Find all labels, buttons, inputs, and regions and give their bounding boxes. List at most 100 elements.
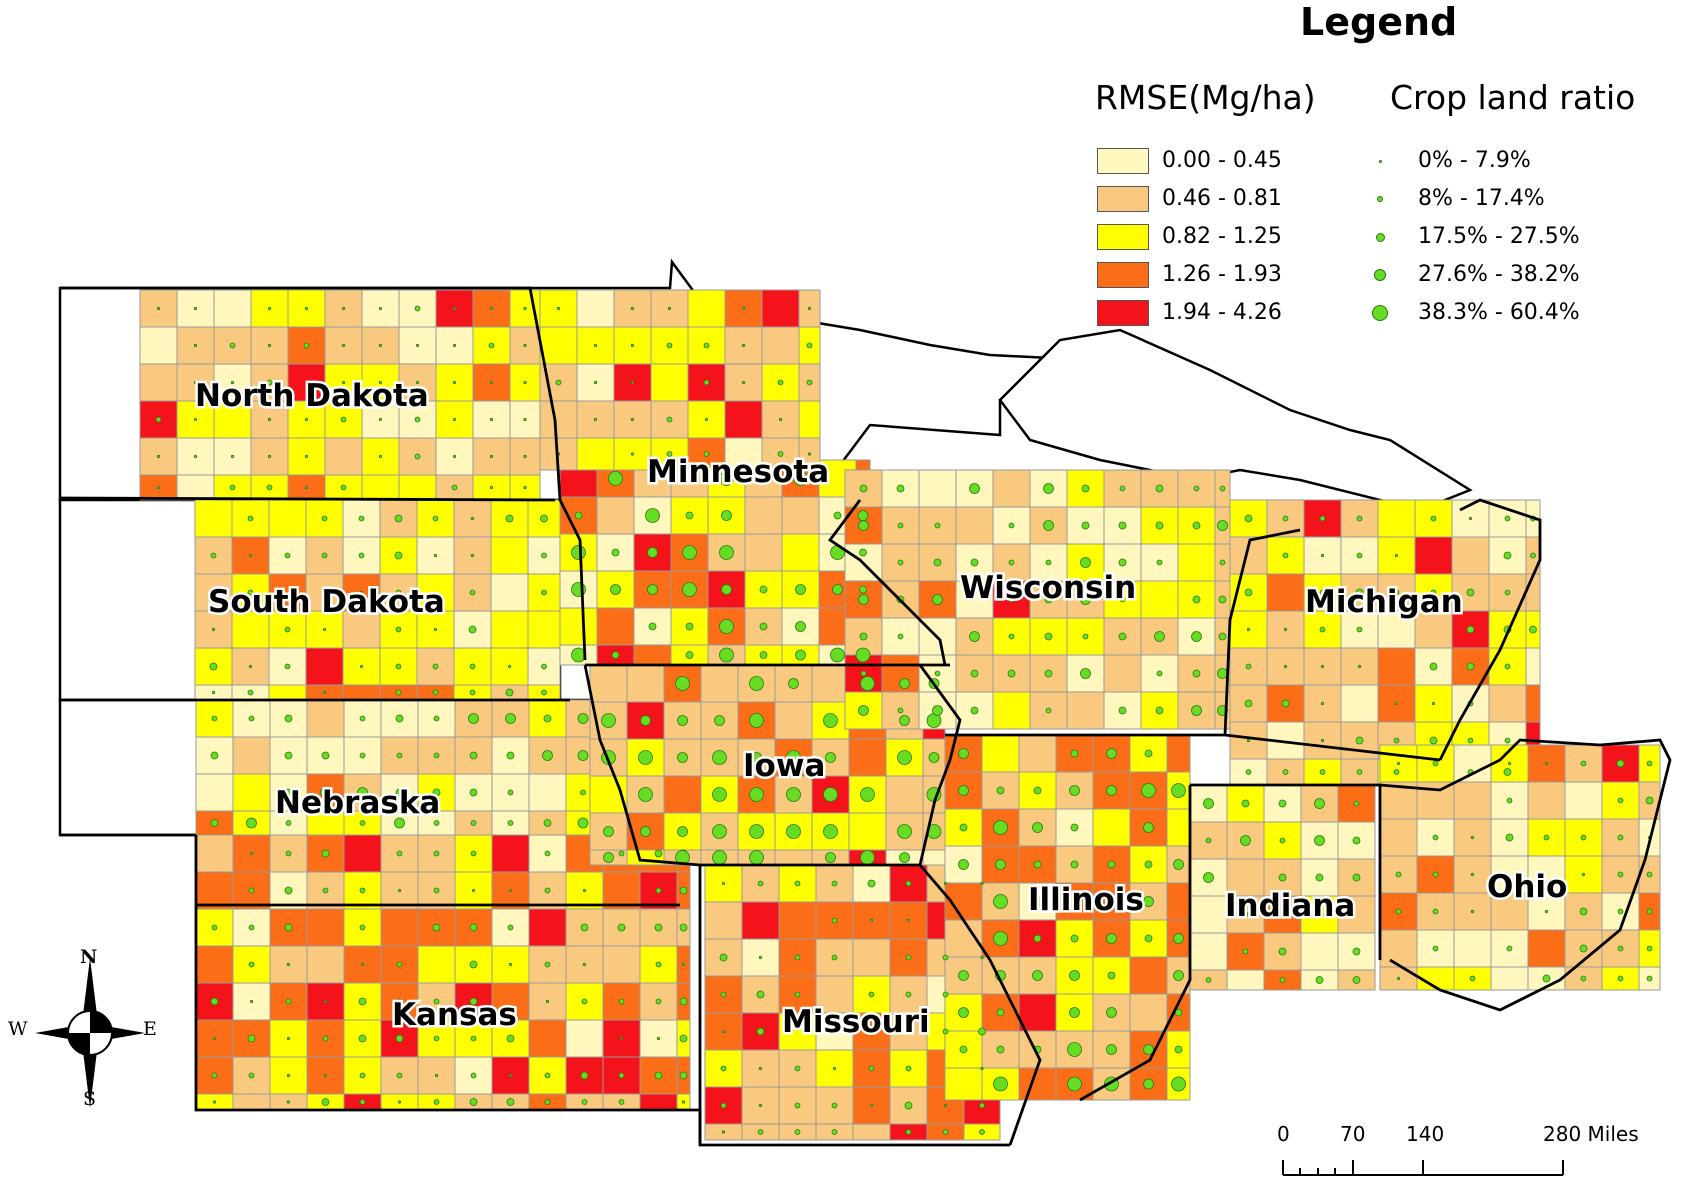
cropland-dot — [320, 787, 331, 798]
county-cell — [1490, 966, 1529, 991]
compass-east: E — [143, 1018, 157, 1040]
cropland-dot — [679, 886, 688, 895]
cropland-dot — [703, 379, 710, 386]
county-cell — [565, 1019, 604, 1058]
cropland-dot — [523, 454, 527, 459]
cropland-dot — [1432, 945, 1439, 952]
cropland-dot — [1504, 589, 1511, 596]
cropland-dot — [1240, 835, 1251, 846]
cropland-dot — [284, 923, 293, 932]
cropland-dot — [156, 306, 161, 311]
cropland-dot — [210, 589, 217, 596]
cropland-dot — [378, 343, 383, 348]
cropland-dot — [860, 850, 875, 865]
cropland-dot — [544, 961, 551, 968]
cropland-dot — [1320, 664, 1325, 669]
rmse-label-1: 0.46 - 0.81 — [1162, 186, 1282, 211]
cropland-dot — [859, 585, 867, 594]
county-cell — [380, 908, 419, 947]
cropland-dot — [712, 750, 727, 765]
cropland-dot — [211, 1072, 218, 1079]
cropland-dot — [359, 924, 366, 931]
county-cell — [1018, 993, 1057, 1032]
cropland-dot — [823, 787, 838, 802]
cropland-dot — [248, 887, 255, 894]
cropland-dot — [1107, 971, 1116, 980]
cropland-dot — [749, 787, 764, 802]
cropland-dot — [1119, 485, 1126, 492]
cropland-dot — [452, 454, 457, 459]
cropland-dot — [1155, 706, 1164, 715]
cropland-dot — [610, 584, 621, 595]
county-cell — [981, 734, 1020, 773]
cropland-dot — [1245, 663, 1252, 670]
cropland-dot — [1218, 595, 1227, 604]
cropland-dot — [933, 558, 942, 567]
cropland-dot — [211, 690, 216, 695]
county-cell — [232, 736, 271, 775]
county-cell — [195, 773, 234, 812]
cropland-dot — [647, 547, 658, 558]
cropland-dot — [452, 380, 457, 385]
cropland-dot — [714, 715, 725, 726]
rmse-label-0: 0.00 - 0.45 — [1162, 148, 1282, 173]
cropland-dot — [359, 820, 366, 826]
cropland-dot — [230, 380, 235, 385]
cropland-dot — [1143, 1078, 1154, 1090]
county-cell — [195, 945, 234, 984]
cropland-dot — [1043, 520, 1054, 531]
cropland-dot — [267, 343, 272, 348]
cropland-dot — [1616, 759, 1625, 768]
county-cell — [1166, 882, 1191, 921]
cropland-dot — [756, 990, 765, 999]
cropland-dot — [1617, 945, 1624, 952]
cropland-dot — [934, 670, 941, 677]
cropland-dot — [1044, 632, 1053, 641]
cropland-dot — [414, 453, 421, 460]
cropland-dot — [193, 306, 198, 311]
cropland-dot — [786, 787, 801, 802]
compass-west: W — [8, 1018, 28, 1040]
cropland-dot — [556, 306, 561, 311]
cropland-dot — [284, 714, 293, 723]
cropland-dot — [1544, 761, 1549, 766]
cropland-dot — [958, 970, 969, 981]
cropland-dot — [618, 1072, 625, 1079]
cropland-dot — [1032, 822, 1043, 833]
county-cell — [1377, 647, 1416, 686]
cropland-dot — [1282, 552, 1289, 559]
cropland-dot — [1470, 909, 1475, 914]
cropland-dot — [451, 484, 458, 491]
cropland-dot — [704, 417, 709, 422]
cropland-dot — [899, 678, 910, 689]
cropland-dot — [807, 306, 812, 311]
cropland-dot — [1044, 595, 1053, 604]
cropland-dot — [1032, 970, 1043, 981]
cropland-dot — [617, 923, 626, 932]
cropland-dot — [1106, 1007, 1117, 1018]
state-labels: North Dakota Minnesota South Dakota Wisc… — [193, 376, 1570, 1043]
cropland-dot — [608, 471, 623, 486]
cropland-dot — [541, 689, 547, 696]
cropland-dot — [544, 1099, 551, 1105]
cropland-dot — [677, 752, 688, 763]
cropland-dot — [470, 1072, 477, 1079]
cropland-dot — [942, 1129, 949, 1135]
rmse-swatch-1 — [1097, 186, 1149, 212]
cropland-dot — [1279, 837, 1286, 844]
cropland-dot — [993, 894, 1008, 909]
cropland-dot — [869, 918, 874, 923]
cropland-dot — [1008, 522, 1015, 529]
cropland-dot — [1504, 515, 1511, 522]
cropland-dot — [210, 751, 219, 760]
county-cell — [1525, 573, 1541, 612]
cropland-dot — [1646, 945, 1653, 952]
cropland-dot — [1191, 631, 1202, 642]
cropland-dot — [905, 1065, 912, 1072]
cropland-dot — [654, 923, 663, 932]
cropland-dot — [593, 343, 598, 348]
county-cell — [1066, 691, 1105, 730]
cropland-dot — [248, 553, 253, 558]
rmse-label-4: 1.94 - 4.26 — [1162, 300, 1282, 325]
county-cell — [1092, 808, 1131, 847]
